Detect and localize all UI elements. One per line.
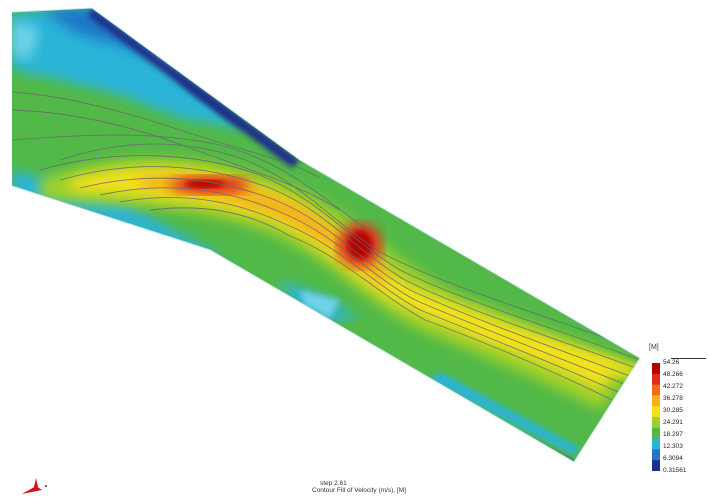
axis-triad-icon — [22, 478, 47, 494]
legend-tick-label: 0.31561 — [663, 467, 687, 474]
legend-tick-label: 42.272 — [663, 383, 683, 390]
plot-caption: step 2.61 Contour Fill of Velocity (m/s)… — [312, 480, 406, 494]
caption-title: Contour Fill of Velocity (m/s), [M] — [312, 487, 406, 494]
legend-swatch — [652, 438, 660, 450]
caption-step: step 2.61 — [320, 480, 347, 487]
legend-tick-label: 18.297 — [663, 431, 683, 438]
legend-swatch — [652, 427, 660, 440]
legend-swatch — [652, 417, 660, 429]
legend-tick-label: 36.278 — [663, 395, 683, 402]
legend-divider — [671, 358, 706, 359]
legend-unit: [M] — [649, 344, 659, 351]
legend-tick-label: 30.285 — [663, 407, 683, 414]
legend-color-bar — [652, 363, 660, 471]
legend-tick-label: 6.3094 — [663, 455, 683, 462]
legend-swatch — [652, 384, 660, 396]
legend-tick-label: 48.266 — [663, 371, 683, 378]
legend-swatch — [652, 406, 660, 418]
legend-swatch — [652, 363, 660, 375]
legend-swatch — [652, 395, 660, 407]
legend-tick-label: 24.291 — [663, 419, 683, 426]
legend-tick-label: 12.303 — [663, 443, 683, 450]
legend-swatch — [652, 373, 660, 386]
streamlines — [12, 91, 640, 401]
legend-swatch — [652, 449, 660, 461]
legend-tick-label: 54.26 — [663, 359, 680, 366]
channel-outline — [11, 7, 641, 463]
legend-swatch — [652, 460, 660, 471]
